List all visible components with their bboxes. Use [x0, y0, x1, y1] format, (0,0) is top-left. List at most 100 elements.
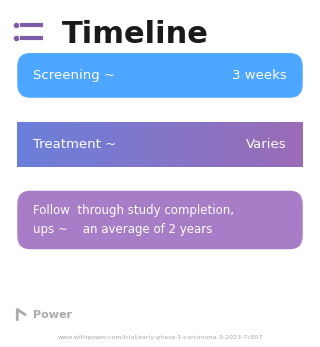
- FancyBboxPatch shape: [294, 122, 297, 167]
- FancyBboxPatch shape: [68, 122, 71, 167]
- FancyBboxPatch shape: [100, 122, 103, 167]
- FancyBboxPatch shape: [140, 122, 143, 167]
- FancyBboxPatch shape: [291, 122, 294, 167]
- FancyBboxPatch shape: [20, 122, 23, 167]
- FancyBboxPatch shape: [203, 122, 206, 167]
- FancyBboxPatch shape: [71, 122, 74, 167]
- FancyBboxPatch shape: [63, 122, 66, 167]
- FancyBboxPatch shape: [228, 122, 231, 167]
- FancyBboxPatch shape: [60, 122, 63, 167]
- FancyBboxPatch shape: [32, 122, 34, 167]
- FancyBboxPatch shape: [288, 122, 291, 167]
- FancyBboxPatch shape: [188, 122, 191, 167]
- FancyBboxPatch shape: [240, 122, 243, 167]
- FancyBboxPatch shape: [220, 122, 223, 167]
- FancyBboxPatch shape: [86, 122, 89, 167]
- Text: Timeline: Timeline: [62, 19, 209, 49]
- FancyBboxPatch shape: [280, 122, 283, 167]
- FancyBboxPatch shape: [223, 122, 226, 167]
- FancyBboxPatch shape: [277, 122, 280, 167]
- FancyBboxPatch shape: [197, 122, 200, 167]
- FancyBboxPatch shape: [166, 122, 169, 167]
- FancyBboxPatch shape: [172, 122, 174, 167]
- FancyBboxPatch shape: [191, 122, 194, 167]
- FancyBboxPatch shape: [40, 122, 43, 167]
- FancyBboxPatch shape: [46, 122, 49, 167]
- FancyBboxPatch shape: [246, 122, 249, 167]
- Text: Power: Power: [33, 310, 72, 320]
- FancyBboxPatch shape: [268, 122, 271, 167]
- FancyBboxPatch shape: [89, 122, 92, 167]
- FancyBboxPatch shape: [237, 122, 240, 167]
- FancyBboxPatch shape: [126, 122, 129, 167]
- FancyBboxPatch shape: [254, 122, 257, 167]
- FancyBboxPatch shape: [34, 122, 37, 167]
- FancyBboxPatch shape: [266, 122, 268, 167]
- FancyBboxPatch shape: [300, 122, 303, 167]
- FancyBboxPatch shape: [80, 122, 83, 167]
- FancyBboxPatch shape: [111, 122, 114, 167]
- Text: Screening ~: Screening ~: [33, 69, 115, 82]
- FancyBboxPatch shape: [120, 122, 123, 167]
- FancyBboxPatch shape: [143, 122, 146, 167]
- FancyBboxPatch shape: [174, 122, 177, 167]
- FancyBboxPatch shape: [194, 122, 197, 167]
- FancyBboxPatch shape: [257, 122, 260, 167]
- FancyBboxPatch shape: [180, 122, 183, 167]
- FancyBboxPatch shape: [103, 122, 106, 167]
- FancyBboxPatch shape: [226, 122, 228, 167]
- FancyBboxPatch shape: [26, 122, 29, 167]
- FancyBboxPatch shape: [134, 122, 137, 167]
- FancyBboxPatch shape: [146, 122, 148, 167]
- FancyBboxPatch shape: [37, 122, 40, 167]
- FancyBboxPatch shape: [151, 122, 154, 167]
- FancyBboxPatch shape: [97, 122, 100, 167]
- FancyBboxPatch shape: [52, 122, 54, 167]
- FancyBboxPatch shape: [214, 122, 217, 167]
- FancyBboxPatch shape: [43, 122, 46, 167]
- Text: Treatment ~: Treatment ~: [33, 138, 116, 151]
- FancyBboxPatch shape: [108, 122, 111, 167]
- FancyBboxPatch shape: [251, 122, 254, 167]
- FancyBboxPatch shape: [54, 122, 57, 167]
- FancyBboxPatch shape: [200, 122, 203, 167]
- FancyBboxPatch shape: [137, 122, 140, 167]
- FancyBboxPatch shape: [231, 122, 234, 167]
- FancyBboxPatch shape: [160, 122, 163, 167]
- FancyBboxPatch shape: [186, 122, 188, 167]
- FancyBboxPatch shape: [17, 191, 303, 249]
- FancyBboxPatch shape: [17, 53, 303, 98]
- FancyBboxPatch shape: [74, 122, 77, 167]
- FancyBboxPatch shape: [49, 122, 52, 167]
- FancyBboxPatch shape: [114, 122, 117, 167]
- FancyBboxPatch shape: [206, 122, 209, 167]
- FancyBboxPatch shape: [117, 122, 120, 167]
- FancyBboxPatch shape: [271, 122, 274, 167]
- FancyBboxPatch shape: [57, 122, 60, 167]
- FancyBboxPatch shape: [123, 122, 126, 167]
- FancyBboxPatch shape: [286, 122, 288, 167]
- FancyBboxPatch shape: [132, 122, 134, 167]
- FancyBboxPatch shape: [148, 122, 151, 167]
- Text: Follow  through study completion,
ups ~    an average of 2 years: Follow through study completion, ups ~ a…: [33, 204, 234, 236]
- FancyBboxPatch shape: [234, 122, 237, 167]
- FancyBboxPatch shape: [217, 122, 220, 167]
- FancyBboxPatch shape: [243, 122, 246, 167]
- FancyBboxPatch shape: [29, 122, 32, 167]
- FancyBboxPatch shape: [129, 122, 132, 167]
- FancyBboxPatch shape: [169, 122, 172, 167]
- FancyBboxPatch shape: [177, 122, 180, 167]
- FancyBboxPatch shape: [157, 122, 160, 167]
- FancyBboxPatch shape: [17, 122, 20, 167]
- FancyBboxPatch shape: [283, 122, 286, 167]
- FancyBboxPatch shape: [77, 122, 80, 167]
- FancyBboxPatch shape: [263, 122, 266, 167]
- Text: www.withpower.com/trial/early-phase-1-carcinoma-3-2023-7c807: www.withpower.com/trial/early-phase-1-ca…: [57, 335, 263, 339]
- FancyBboxPatch shape: [209, 122, 212, 167]
- FancyBboxPatch shape: [260, 122, 263, 167]
- FancyBboxPatch shape: [297, 122, 300, 167]
- FancyBboxPatch shape: [249, 122, 252, 167]
- FancyBboxPatch shape: [83, 122, 86, 167]
- FancyBboxPatch shape: [183, 122, 186, 167]
- Text: Varies: Varies: [246, 138, 287, 151]
